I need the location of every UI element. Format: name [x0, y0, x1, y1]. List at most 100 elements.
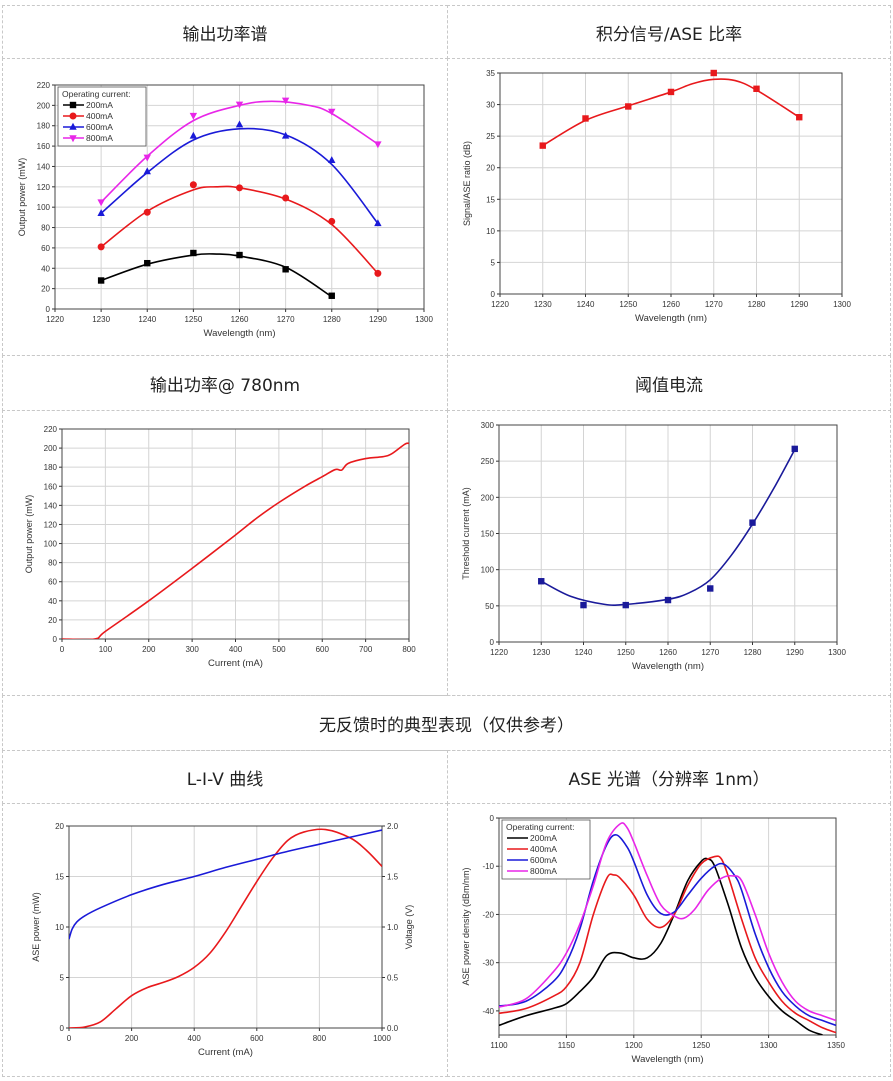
data-point-square — [539, 142, 546, 149]
series-line-600ma — [499, 834, 836, 1027]
x-tick-label: 1280 — [744, 648, 762, 657]
data-point-square — [69, 101, 77, 109]
y-axis-label: Threshold current (mA) — [461, 487, 471, 580]
y-tick-label: -10 — [482, 862, 494, 871]
x-axis-label: Current (mA) — [198, 1047, 253, 1058]
data-point-circle — [69, 112, 77, 120]
data-point-square — [538, 578, 545, 585]
x-tick-label: 1150 — [558, 1041, 576, 1050]
data-point-triangle-down — [69, 135, 77, 143]
y-tick-label: 10 — [486, 227, 495, 236]
data-point-square — [328, 292, 335, 299]
y-tick-label: 30 — [486, 101, 495, 110]
data-point-square — [796, 114, 803, 121]
x-tick-label: 400 — [229, 645, 243, 654]
y-tick-label: 160 — [44, 482, 58, 491]
y-axis-label: Output power (mW) — [24, 495, 34, 574]
y-tick-label: 0 — [46, 305, 51, 314]
data-point-triangle-down — [328, 108, 336, 116]
x-tick-label: 1230 — [532, 648, 550, 657]
data-point-square — [791, 445, 798, 453]
data-point-triangle-down — [281, 97, 290, 105]
x-tick-label: 1240 — [577, 300, 595, 309]
y-tick-label: 140 — [37, 162, 51, 171]
y-tick-label: 100 — [44, 540, 58, 549]
legend-label: 400mA — [530, 844, 557, 854]
y-tick-label: 80 — [48, 559, 57, 568]
y-tick-label: 200 — [481, 493, 495, 502]
chart-cell-signal-ase: 1220 1230 1240 1250 1260 1270 1280 1290 1300 0 5 10… — [447, 58, 891, 356]
x-tick-label: 1250 — [184, 315, 202, 324]
x-tick-label: 1250 — [619, 300, 637, 309]
x-tick-label: 1200 — [625, 1041, 643, 1050]
x-tick-label: 1300 — [828, 648, 846, 657]
chart-cell-liv: 0 200 400 600 800 1000 0 5 10 15 20 0.0 0.5 1.0 1.5 2.0… — [2, 803, 448, 1077]
data-point-triangle-up — [328, 156, 336, 164]
x-tick-label: 100 — [99, 645, 113, 654]
y2-tick-label: 2.0 — [387, 822, 399, 831]
data-point-square — [144, 259, 151, 267]
legend-title: Operating current: — [506, 822, 575, 832]
y-tick-label: 15 — [486, 195, 495, 204]
heading-threshold-current: 阈值电流 — [447, 355, 891, 411]
data-point-triangle-down — [235, 101, 244, 109]
y-tick-label: 200 — [44, 444, 58, 453]
y-tick-label: 150 — [481, 530, 495, 539]
y2-axis-label: Voltage (V) — [404, 905, 414, 950]
y-tick-label: 20 — [48, 616, 57, 625]
y-tick-label: 0 — [490, 814, 495, 823]
x-tick-label: 0 — [67, 1034, 72, 1043]
x-tick-label: 1300 — [833, 300, 851, 309]
x-tick-label: 1280 — [748, 300, 766, 309]
data-point-triangle-down — [374, 141, 382, 149]
x-tick-label: 1220 — [490, 648, 508, 657]
x-tick-label: 1240 — [575, 648, 593, 657]
x-tick-label: 1300 — [760, 1041, 778, 1050]
data-point-triangle-down — [189, 112, 198, 120]
series-line-voltage — [69, 829, 382, 940]
x-tick-label: 500 — [272, 645, 286, 654]
y-tick-label: 120 — [37, 183, 51, 192]
x-tick-label: 200 — [142, 645, 156, 654]
x-axis-label: Wavelength (nm) — [204, 328, 276, 339]
y-tick-label: 0 — [53, 635, 58, 644]
plot-frame — [499, 72, 843, 295]
data-point-square — [707, 585, 714, 592]
y-tick-label: -30 — [482, 959, 494, 968]
data-point-circle — [143, 208, 151, 216]
data-point-triangle-up — [281, 131, 290, 139]
y-tick-label: 220 — [44, 425, 58, 434]
y-tick-label: 5 — [491, 258, 496, 267]
x-tick-label: 1350 — [827, 1041, 845, 1050]
data-point-square — [710, 69, 717, 77]
y-tick-label: 20 — [486, 164, 495, 173]
x-tick-label: 1000 — [373, 1034, 391, 1043]
threshold-chart: 1220 1230 1240 1250 1260 1270 1280 1290 1300 0 50 1… — [461, 421, 846, 672]
y-tick-label: 220 — [37, 81, 51, 90]
data-point-square — [236, 251, 243, 259]
series-line-output-power — [62, 442, 409, 639]
y-tick-label: 80 — [41, 224, 50, 233]
chart-cell-ase-spectrum: 1100 1150 1200 1250 1300 1350 -40 -30 -20 -10 0 Wav… — [447, 803, 891, 1077]
data-point-triangle-up — [97, 209, 105, 216]
series-line-signal-ase — [542, 78, 800, 147]
x-tick-label: 1230 — [92, 315, 110, 324]
y-axis-label: Output power (mW) — [17, 158, 27, 237]
x-tick-label: 1270 — [701, 648, 719, 657]
x-tick-label: 1260 — [231, 315, 249, 324]
y-tick-label: 0 — [60, 1024, 65, 1033]
data-point-circle — [328, 217, 336, 225]
signal-ase-chart: 1220 1230 1240 1250 1260 1270 1280 1290 1300 0 5 10… — [462, 69, 851, 324]
x-tick-label: 1290 — [786, 648, 804, 657]
y-tick-label: 60 — [41, 244, 50, 253]
x-tick-label: 0 — [60, 645, 65, 654]
series-line-ase-power — [69, 828, 382, 1028]
heading-ase-spectrum: ASE 光谱（分辨率 1nm） — [447, 750, 891, 804]
plot-frame — [54, 84, 425, 310]
plot-frame — [61, 428, 410, 640]
data-point-circle — [189, 181, 197, 189]
plot-frame — [68, 825, 383, 1029]
data-point-circle — [374, 269, 382, 277]
y-tick-label: 100 — [37, 203, 51, 212]
